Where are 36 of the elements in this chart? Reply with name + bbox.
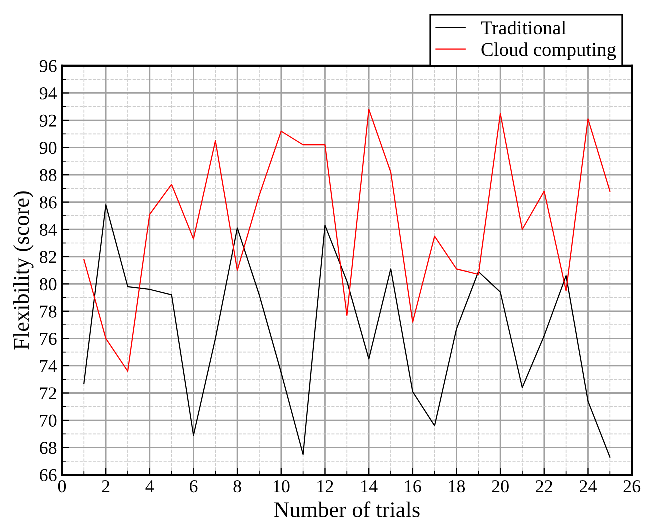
x-tick-label: 6 xyxy=(190,480,198,493)
y-tick-label: 74 xyxy=(40,360,58,372)
legend-label: Cloud computing xyxy=(482,42,616,60)
y-tick-label: 88 xyxy=(40,169,57,182)
y-tick-label: 94 xyxy=(40,88,58,100)
y-tick-label: 82 xyxy=(40,251,56,264)
x-tick-label: 16 xyxy=(405,480,422,493)
y-tick-label: 90 xyxy=(40,142,57,154)
x-axis-title: Number of trials xyxy=(274,502,420,518)
y-tick-label: 96 xyxy=(40,60,57,72)
x-tick-label: 14 xyxy=(362,480,378,492)
x-tick-label: 0 xyxy=(58,480,66,493)
x-tick-label: 18 xyxy=(449,480,466,493)
x-tick-label: 4 xyxy=(146,480,154,492)
y-tick-label: 84 xyxy=(40,224,58,236)
legend-label: Traditional xyxy=(481,20,566,35)
y-tick-label: 76 xyxy=(40,333,57,346)
y-tick-label: 86 xyxy=(40,196,57,209)
x-tick-label: 24 xyxy=(580,480,597,492)
y-tick-label: 70 xyxy=(40,414,57,427)
y-axis-title: Flexibility (score) xyxy=(14,192,34,350)
y-tick-label: 78 xyxy=(40,306,57,318)
y-tick-label: 72 xyxy=(40,388,56,400)
x-tick-label: 20 xyxy=(492,480,509,493)
x-tick-label: 26 xyxy=(624,480,641,493)
y-tick-label: 92 xyxy=(40,114,56,127)
y-tick-label: 66 xyxy=(40,469,57,482)
line-series xyxy=(84,204,611,458)
y-tick-label: 68 xyxy=(40,442,57,454)
x-tick-label: 22 xyxy=(536,480,552,492)
x-tick-label: 10 xyxy=(274,480,290,493)
x-tick-label: 8 xyxy=(234,480,242,493)
y-tick-label: 80 xyxy=(40,278,57,291)
line-series xyxy=(84,109,611,372)
x-tick-label: 2 xyxy=(102,480,110,492)
x-tick-label: 12 xyxy=(318,480,334,492)
